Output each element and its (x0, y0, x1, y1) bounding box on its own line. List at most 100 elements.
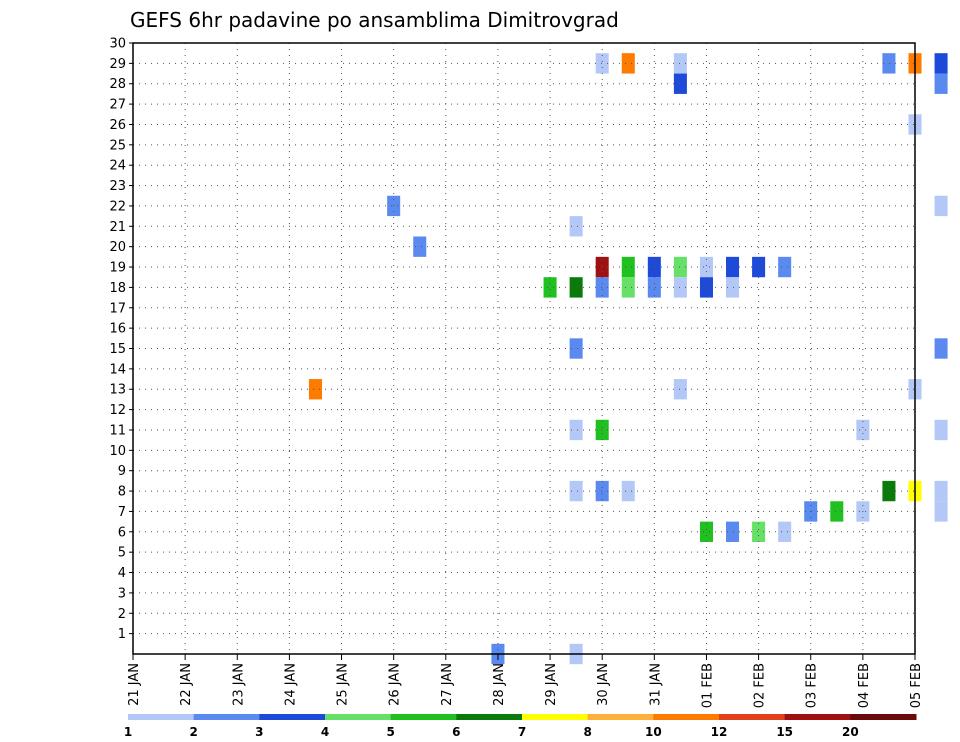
colorbar-swatch (522, 714, 589, 720)
heatmap-cell (673, 277, 687, 298)
colorbar-label: 1 (124, 725, 132, 739)
y-tick-label: 28 (109, 77, 126, 92)
y-tick-label: 12 (109, 403, 126, 418)
y-tick-label: 11 (109, 423, 126, 438)
y-tick-label: 6 (118, 525, 126, 540)
colorbar-swatch (456, 714, 523, 720)
x-tick-label: 25 JAN (336, 663, 351, 706)
y-tick-label: 19 (109, 261, 126, 276)
x-tick-label: 23 JAN (231, 663, 246, 706)
y-tick-label: 4 (118, 566, 126, 581)
x-tick-label: 21 JAN (127, 663, 142, 706)
heatmap-cell (569, 419, 583, 441)
x-tick-label: 27 JAN (440, 663, 455, 706)
y-tick-label: 14 (109, 362, 126, 377)
heatmap-cell (647, 256, 661, 278)
heatmap-cell (595, 277, 609, 298)
heatmap-cell (595, 480, 609, 502)
colorbar-label: 6 (452, 725, 460, 739)
x-tick-label: 22 JAN (179, 663, 194, 706)
heatmap-cell (308, 379, 322, 400)
y-tick-label: 2 (118, 607, 126, 622)
heatmap-cell (934, 73, 948, 94)
colorbar-label: 10 (645, 725, 662, 739)
y-tick-label: 1 (118, 627, 126, 642)
heatmap-cell (569, 277, 583, 298)
heatmap-cell (726, 256, 740, 278)
colorbar-label: 20 (842, 725, 859, 739)
heatmap-cell (595, 419, 609, 441)
heatmap-cell (699, 521, 713, 542)
heatmap-cell (778, 256, 792, 278)
y-tick-label: 21 (109, 220, 126, 235)
y-tick-label: 23 (109, 179, 126, 194)
colorbar-label: 3 (255, 725, 263, 739)
y-tick-label: 10 (109, 444, 126, 459)
colorbar-swatch (193, 714, 260, 720)
colorbar-swatch (325, 714, 392, 720)
colorbar-label: 12 (711, 725, 728, 739)
heatmap-cell (934, 480, 948, 502)
heatmap-cell (830, 501, 844, 522)
heatmap-cell (934, 338, 948, 359)
heatmap-cell (621, 256, 635, 278)
x-tick-label: 03 FEB (805, 663, 820, 708)
y-tick-label: 18 (109, 281, 126, 296)
y-tick-label: 17 (109, 301, 126, 316)
colorbar-label: 15 (776, 725, 793, 739)
heatmap-cell (673, 256, 687, 278)
heatmap-cell (595, 53, 609, 74)
colorbar-label: 8 (583, 725, 591, 739)
y-tick-label: 16 (109, 322, 126, 337)
y-tick-label: 24 (109, 159, 126, 174)
heatmap-cell (673, 379, 687, 400)
y-tick-label: 27 (109, 98, 126, 113)
heatmap-cell (595, 256, 609, 278)
x-tick-label: 29 JAN (544, 663, 559, 706)
colorbar-swatch (784, 714, 851, 720)
colorbar-label: 7 (518, 725, 526, 739)
heatmap-cell (569, 338, 583, 359)
heatmap-cell (856, 419, 870, 441)
y-tick-label: 3 (118, 586, 126, 601)
heatmap-cell (673, 53, 687, 74)
heatmap-cell (882, 480, 896, 502)
heatmap-cell (934, 419, 948, 441)
heatmap-cell (621, 277, 635, 298)
chart-title: GEFS 6hr padavine po ansamblima Dimitrov… (130, 8, 619, 32)
colorbar-swatch (390, 714, 457, 720)
heatmap-cell (778, 521, 792, 542)
colorbar-label: 5 (386, 725, 394, 739)
x-tick-label: 28 JAN (492, 663, 507, 706)
y-tick-label: 9 (118, 464, 126, 479)
y-tick-label: 8 (118, 485, 126, 500)
colorbar-swatch (653, 714, 720, 720)
y-tick-label: 22 (109, 199, 126, 214)
x-tick-label: 04 FEB (857, 663, 872, 708)
y-tick-label: 30 (109, 37, 126, 52)
heatmap-cell (699, 256, 713, 278)
colorbar-label: 4 (321, 725, 329, 739)
y-tick-label: 7 (118, 505, 126, 520)
colorbar-swatch (587, 714, 654, 720)
heatmap-cell (934, 195, 948, 217)
y-tick-label: 26 (109, 118, 126, 133)
heatmap-cell (752, 256, 766, 278)
heatmap-cell (621, 53, 635, 74)
heatmap-cell (543, 277, 557, 298)
y-tick-label: 15 (109, 342, 126, 357)
y-tick-label: 25 (109, 138, 126, 153)
heatmap-cell (569, 216, 583, 237)
heatmap-cell (647, 277, 661, 298)
heatmap-cell (569, 480, 583, 502)
y-tick-label: 20 (109, 240, 126, 255)
y-tick-label: 13 (109, 383, 126, 398)
heatmap-cell (726, 521, 740, 542)
heatmap-cell (673, 73, 687, 94)
y-axis: 1234567891011121314151617181920212223242… (109, 37, 133, 642)
heatmap-cell (882, 53, 896, 74)
x-axis: 21 JAN 22 JAN 23 JAN 24 JAN 25 JAN 26 JAN 27 J… (127, 654, 924, 708)
colorbar-swatch (128, 714, 195, 720)
x-tick-label: 24 JAN (283, 663, 298, 706)
